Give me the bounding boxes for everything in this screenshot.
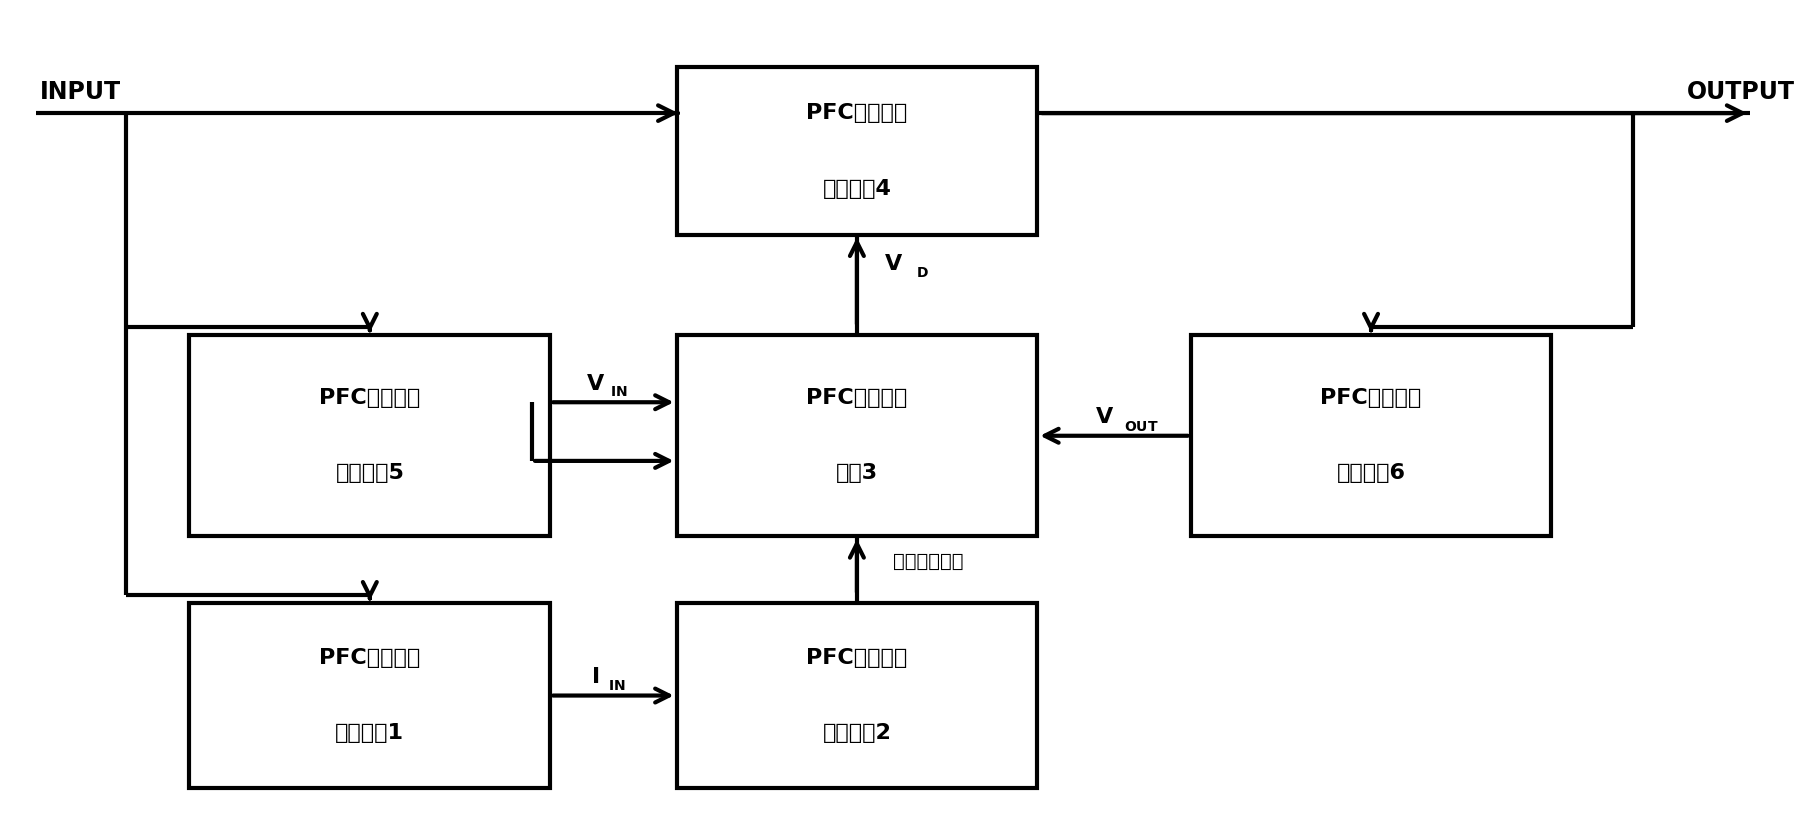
Text: $\mathbf{V}$: $\mathbf{V}$ xyxy=(1095,407,1115,427)
Text: PFC输出电压: PFC输出电压 xyxy=(1321,388,1422,408)
Text: PFC输入电流: PFC输入电流 xyxy=(319,648,420,668)
Bar xyxy=(676,335,1037,536)
Text: 装置模块2: 装置模块2 xyxy=(823,723,891,743)
Bar xyxy=(676,603,1037,788)
Bar xyxy=(189,335,550,536)
Text: $\mathbf{IN}$: $\mathbf{IN}$ xyxy=(610,385,628,399)
Text: $\mathbf{IN}$: $\mathbf{IN}$ xyxy=(608,680,626,693)
Text: $\mathbf{D}$: $\mathbf{D}$ xyxy=(916,266,929,280)
Text: 采样模块1: 采样模块1 xyxy=(336,723,404,743)
Text: 电路模块4: 电路模块4 xyxy=(823,178,891,199)
Text: 线性调节参数: 线性调节参数 xyxy=(893,552,963,571)
Text: INPUT: INPUT xyxy=(40,80,121,104)
Text: 采样模块6: 采样模块6 xyxy=(1337,463,1405,484)
Text: PFC控制电路: PFC控制电路 xyxy=(806,388,907,408)
Bar xyxy=(1191,335,1551,536)
Text: PFC升压功率: PFC升压功率 xyxy=(806,103,907,123)
Text: PFC线性调节: PFC线性调节 xyxy=(806,648,907,668)
Text: 采样模块5: 采样模块5 xyxy=(336,463,404,484)
Text: $\mathbf{V}$: $\mathbf{V}$ xyxy=(586,374,604,394)
Text: PFC输入电压: PFC输入电压 xyxy=(319,388,420,408)
Bar xyxy=(676,67,1037,235)
Text: $\mathbf{I}$: $\mathbf{I}$ xyxy=(592,667,599,687)
Text: $\mathbf{V}$: $\mathbf{V}$ xyxy=(884,254,904,274)
Text: $\mathbf{OUT}$: $\mathbf{OUT}$ xyxy=(1124,420,1158,433)
Text: OUTPUT: OUTPUT xyxy=(1687,80,1795,104)
Bar xyxy=(189,603,550,788)
Text: 模块3: 模块3 xyxy=(835,463,879,484)
